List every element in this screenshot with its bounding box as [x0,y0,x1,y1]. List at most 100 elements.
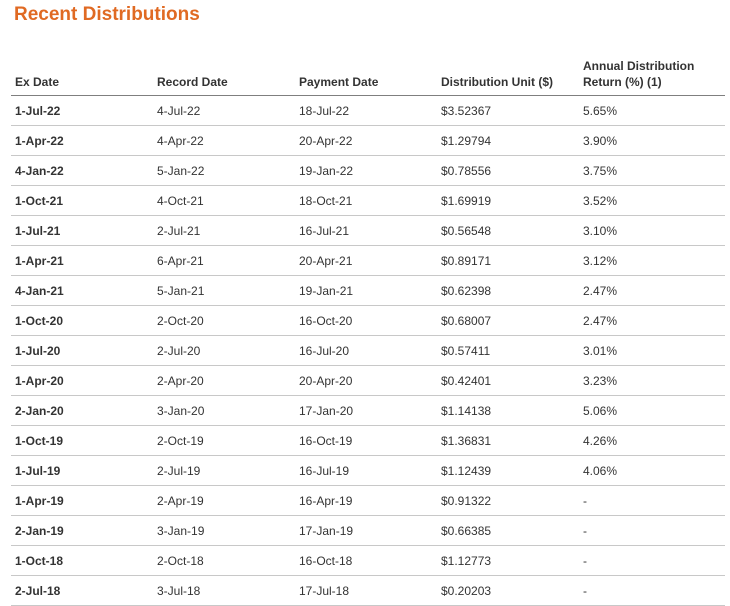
cell-distribution-unit: $0.62398 [437,275,579,306]
cell-annual-return: 2.47% [579,305,725,336]
cell-distribution-unit: $1.12773 [437,545,579,576]
cell-payment-date: 16-Apr-19 [295,485,437,516]
cell-ex-date: 1-Oct-20 [11,305,153,336]
table-row: 1-Jul-21 2-Jul-21 16-Jul-21 $0.56548 3.10% [11,215,725,246]
cell-ex-date: 1-Oct-21 [11,185,153,216]
cell-ex-date: 1-Jul-20 [11,335,153,366]
table-row: 1-Apr-19 2-Apr-19 16-Apr-19 $0.91322- [11,485,725,516]
table-row: 1-Apr-21 6-Apr-21 20-Apr-21 $0.89171 3.12% [11,245,725,276]
cell-payment-date: 17-Jan-19 [295,515,437,546]
cell-payment-date: 17-Jul-18 [295,575,437,606]
cell-annual-return: 3.90% [579,125,725,156]
column-header-record-date[interactable]: Record Date [153,48,295,96]
cell-payment-date: 20-Apr-21 [295,245,437,276]
cell-ex-date: 1-Apr-20 [11,365,153,396]
table-row: 1-Jul-22 4-Jul-22 18-Jul-22 $3.52367 5.65% [11,95,725,126]
cell-ex-date: 1-Oct-19 [11,425,153,456]
cell-annual-return: 2.47% [579,275,725,306]
cell-distribution-unit: $1.36831 [437,425,579,456]
cell-annual-return: - [579,575,725,606]
cell-record-date: 4-Jul-22 [153,95,295,126]
column-header-annual-return[interactable]: Annual Distribution Return (%) (1) [579,48,725,96]
cell-distribution-unit: $0.42401 [437,365,579,396]
cell-payment-date: 17-Jan-20 [295,395,437,426]
cell-annual-return: 3.52% [579,185,725,216]
cell-payment-date: 16-Oct-19 [295,425,437,456]
distributions-table: Ex Date Record Date Payment Date Distrib… [11,48,725,606]
column-header-payment-date[interactable]: Payment Date [295,48,437,96]
table-row: 2-Jan-20 3-Jan-20 17-Jan-20 $1.14138 5.06% [11,395,725,426]
table-header: Ex Date Record Date Payment Date Distrib… [11,48,725,96]
cell-distribution-unit: $0.56548 [437,215,579,246]
table-row: 2-Jan-19 3-Jan-19 17-Jan-19 $0.66385- [11,515,725,546]
table-row: 1-Oct-21 4-Oct-21 18-Oct-21 $1.69919 3.52% [11,185,725,216]
cell-payment-date: 16-Jul-19 [295,455,437,486]
cell-distribution-unit: $0.20203 [437,575,579,606]
cell-ex-date: 1-Apr-22 [11,125,153,156]
cell-payment-date: 16-Jul-20 [295,335,437,366]
table-row: 1-Oct-18 2-Oct-18 16-Oct-18 $1.12773- [11,545,725,576]
cell-record-date: 2-Jul-19 [153,455,295,486]
column-header-ex-date[interactable]: Ex Date [11,48,153,96]
cell-record-date: 3-Jan-20 [153,395,295,426]
cell-annual-return: 5.06% [579,395,725,426]
cell-record-date: 2-Jul-21 [153,215,295,246]
table-row: 1-Oct-20 2-Oct-20 16-Oct-20 $0.68007 2.47% [11,305,725,336]
cell-record-date: 2-Apr-20 [153,365,295,396]
cell-distribution-unit: $1.29794 [437,125,579,156]
cell-annual-return: 3.10% [579,215,725,246]
cell-payment-date: 16-Jul-21 [295,215,437,246]
cell-distribution-unit: $1.14138 [437,395,579,426]
header-row: Ex Date Record Date Payment Date Distrib… [11,48,725,96]
table-row: 4-Jan-22 5-Jan-22 19-Jan-22 $0.78556 3.75% [11,155,725,186]
cell-payment-date: 19-Jan-21 [295,275,437,306]
cell-ex-date: 1-Jul-21 [11,215,153,246]
cell-payment-date: 16-Oct-18 [295,545,437,576]
cell-distribution-unit: $0.57411 [437,335,579,366]
cell-record-date: 4-Apr-22 [153,125,295,156]
cell-annual-return: - [579,515,725,546]
cell-ex-date: 1-Apr-21 [11,245,153,276]
cell-ex-date: 2-Jul-18 [11,575,153,606]
cell-record-date: 3-Jul-18 [153,575,295,606]
cell-record-date: 2-Apr-19 [153,485,295,516]
cell-annual-return: - [579,545,725,576]
cell-payment-date: 18-Jul-22 [295,95,437,126]
cell-ex-date: 2-Jan-20 [11,395,153,426]
cell-distribution-unit: $0.68007 [437,305,579,336]
cell-annual-return: 3.23% [579,365,725,396]
column-header-distribution-unit[interactable]: Distribution Unit ($) [437,48,579,96]
cell-annual-return: 5.65% [579,95,725,126]
table-row: 1-Apr-20 2-Apr-20 20-Apr-20 $0.42401 3.23% [11,365,725,396]
cell-record-date: 4-Oct-21 [153,185,295,216]
cell-record-date: 2-Oct-20 [153,305,295,336]
cell-annual-return: 3.75% [579,155,725,186]
cell-annual-return: 4.06% [579,455,725,486]
cell-distribution-unit: $1.12439 [437,455,579,486]
cell-distribution-unit: $0.89171 [437,245,579,276]
cell-distribution-unit: $0.78556 [437,155,579,186]
cell-annual-return: - [579,485,725,516]
table-row: 1-Oct-19 2-Oct-19 16-Oct-19 $1.36831 4.26% [11,425,725,456]
table-body: 1-Jul-22 4-Jul-22 18-Jul-22 $3.52367 5.65% 1-… [11,95,725,606]
cell-distribution-unit: $0.91322 [437,485,579,516]
cell-ex-date: 1-Jul-22 [11,95,153,126]
cell-ex-date: 4-Jan-22 [11,155,153,186]
cell-ex-date: 1-Oct-18 [11,545,153,576]
cell-record-date: 6-Apr-21 [153,245,295,276]
cell-payment-date: 20-Apr-20 [295,365,437,396]
cell-payment-date: 18-Oct-21 [295,185,437,216]
cell-record-date: 5-Jan-22 [153,155,295,186]
table-row: 4-Jan-21 5-Jan-21 19-Jan-21 $0.62398 2.47% [11,275,725,306]
table-row: 1-Jul-20 2-Jul-20 16-Jul-20 $0.57411 3.01% [11,335,725,366]
table-row: 1-Jul-19 2-Jul-19 16-Jul-19 $1.12439 4.06% [11,455,725,486]
cell-record-date: 5-Jan-21 [153,275,295,306]
table-row: 1-Apr-22 4-Apr-22 20-Apr-22 $1.29794 3.90% [11,125,725,156]
cell-ex-date: 4-Jan-21 [11,275,153,306]
cell-payment-date: 20-Apr-22 [295,125,437,156]
cell-ex-date: 1-Jul-19 [11,455,153,486]
cell-annual-return: 3.01% [579,335,725,366]
cell-payment-date: 19-Jan-22 [295,155,437,186]
cell-ex-date: 2-Jan-19 [11,515,153,546]
cell-distribution-unit: $1.69919 [437,185,579,216]
